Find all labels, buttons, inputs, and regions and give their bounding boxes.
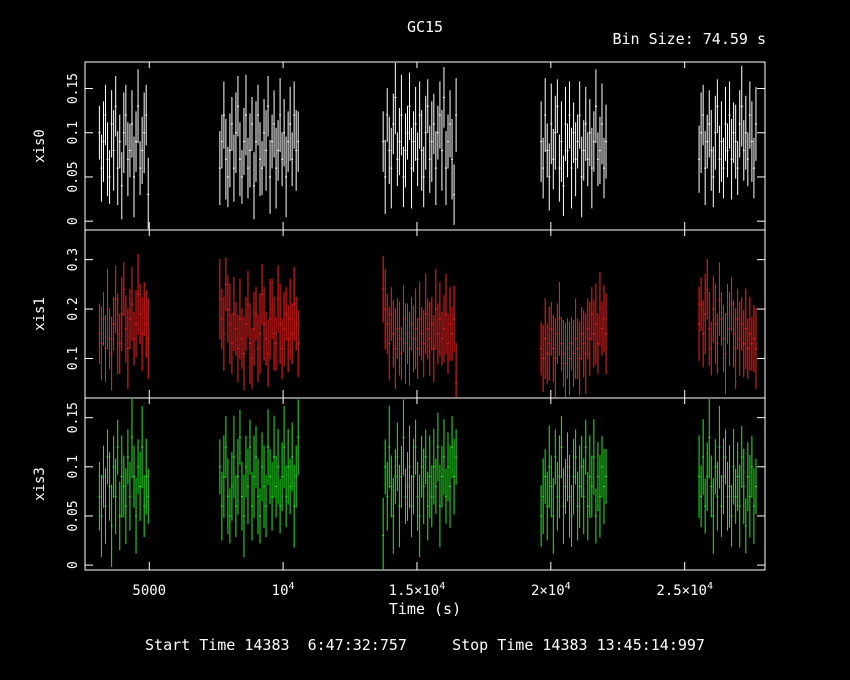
y-axis-label-xis1: xis1	[32, 297, 48, 331]
y-tick-label-xis0-2: 0.1	[66, 121, 81, 144]
panel-frame-xis3	[84, 397, 766, 571]
x-tick-label-2: 1.5×104	[389, 581, 446, 599]
y-tick-label-xis3-0: 0	[66, 561, 81, 569]
x-tick-label-1: 104	[272, 581, 295, 599]
panel-frame-xis0	[84, 61, 766, 231]
chart-title: GC15	[406, 18, 444, 36]
x-axis-label: Time (s)	[389, 600, 461, 618]
y-tick-label-xis1-1: 0.2	[66, 297, 81, 320]
y-axis-label-xis0: xis0	[32, 129, 48, 163]
time-range-footer: Start Time 14383 6:47:32:757 Stop Time 1…	[145, 636, 705, 654]
y-tick-label-xis1-2: 0.3	[66, 248, 81, 271]
y-axis-label-xis3: xis3	[32, 467, 48, 501]
y-tick-label-xis3-2: 0.1	[66, 455, 81, 478]
y-tick-label-xis0-0: 0	[66, 217, 81, 225]
bin-size-label: Bin Size: 74.59 s	[612, 30, 766, 48]
y-tick-label-xis0-1: 0.05	[66, 161, 81, 192]
y-tick-label-xis1-0: 0.1	[66, 347, 81, 370]
x-tick-label-4: 2.5×104	[656, 581, 713, 599]
x-tick-label-0: 5000	[132, 583, 166, 599]
y-tick-label-xis0-3: 0.15	[66, 73, 81, 104]
x-tick-label-3: 2×104	[531, 581, 571, 599]
y-tick-label-xis3-3: 0.15	[66, 402, 81, 433]
y-tick-label-xis3-1: 0.05	[66, 500, 81, 531]
